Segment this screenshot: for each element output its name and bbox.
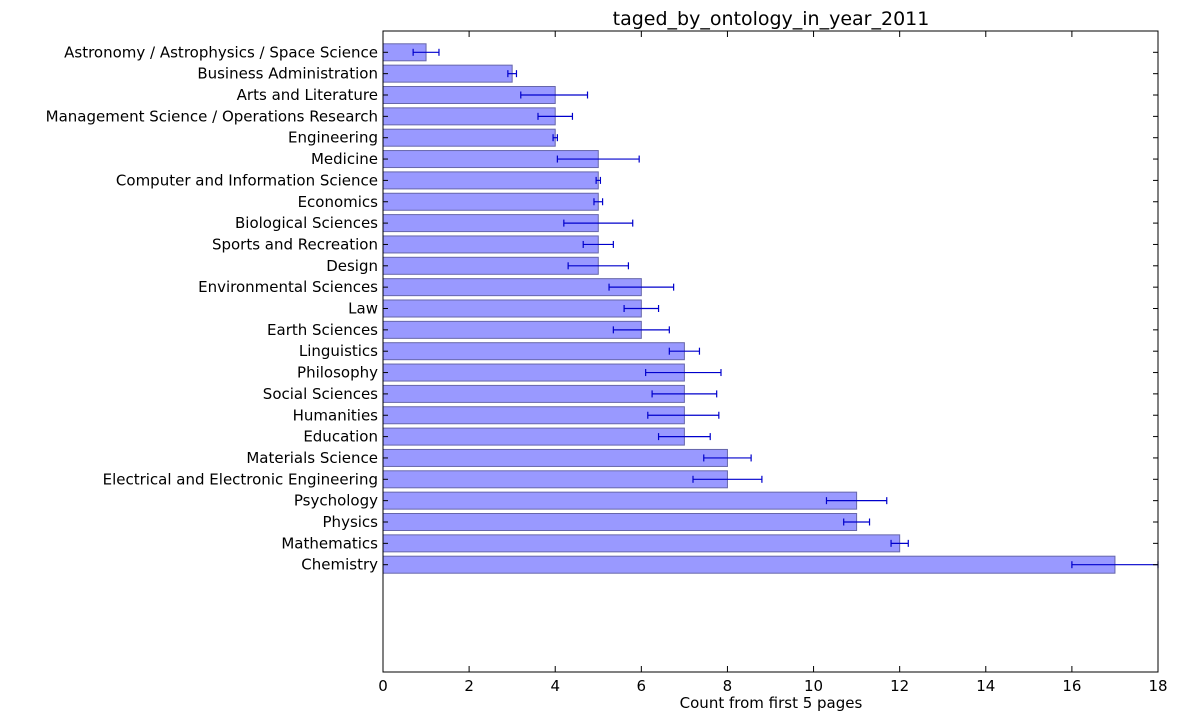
category-label: Biological Sciences bbox=[235, 214, 378, 232]
error-bar bbox=[703, 454, 752, 462]
bar bbox=[382, 107, 556, 126]
error-bar bbox=[692, 475, 763, 483]
category-label: Mathematics bbox=[281, 534, 378, 552]
bar bbox=[382, 491, 858, 510]
bar bbox=[382, 513, 858, 531]
bar bbox=[382, 342, 685, 361]
bar bbox=[382, 278, 642, 297]
error-bar bbox=[647, 411, 720, 419]
category-label: Earth Sciences bbox=[267, 321, 378, 339]
error-bar bbox=[582, 240, 614, 248]
category-label: Management Science / Operations Research bbox=[46, 107, 378, 125]
error-bar bbox=[552, 134, 558, 142]
category-label: Chemistry bbox=[301, 556, 378, 574]
x-tick-label: 4 bbox=[550, 677, 560, 695]
x-tick-label: 16 bbox=[1062, 677, 1081, 695]
error-bar bbox=[612, 326, 670, 334]
category-label: Physics bbox=[323, 513, 379, 531]
bar bbox=[382, 534, 901, 553]
error-bar bbox=[537, 112, 574, 120]
error-bar bbox=[556, 155, 640, 163]
bar bbox=[382, 555, 1116, 574]
category-label: Philosophy bbox=[297, 364, 378, 382]
x-tick-label: 12 bbox=[890, 677, 909, 695]
error-bars-layer bbox=[412, 48, 1159, 569]
error-bar bbox=[843, 518, 871, 526]
category-label: Business Administration bbox=[197, 65, 378, 83]
category-label: Education bbox=[303, 428, 378, 446]
bar bbox=[382, 171, 599, 190]
bar bbox=[382, 320, 642, 339]
error-bar bbox=[890, 539, 909, 547]
bar bbox=[382, 427, 685, 446]
category-label: Medicine bbox=[311, 150, 378, 168]
category-label: Humanities bbox=[293, 406, 379, 424]
bar bbox=[382, 470, 728, 489]
bar bbox=[382, 363, 685, 382]
bar bbox=[382, 384, 685, 403]
bar bbox=[382, 406, 685, 425]
category-label: Psychology bbox=[294, 492, 378, 510]
error-bar bbox=[507, 70, 518, 78]
x-tick-labels-layer: 0 2 4 6 8 10 12 14 16 18 bbox=[378, 677, 1167, 695]
error-bar bbox=[520, 91, 589, 99]
category-labels-layer: Astronomy / Astrophysics / Space Science… bbox=[46, 43, 379, 573]
error-bar bbox=[623, 305, 660, 312]
error-bar bbox=[563, 219, 634, 227]
category-label: Law bbox=[348, 300, 378, 318]
category-label: Linguistics bbox=[299, 342, 378, 360]
error-bar bbox=[595, 176, 602, 184]
category-label: Social Sciences bbox=[263, 385, 378, 403]
category-label: Materials Science bbox=[246, 449, 378, 467]
bar bbox=[382, 448, 728, 467]
x-tick-label: 0 bbox=[378, 677, 388, 695]
x-tick-label: 8 bbox=[723, 677, 733, 695]
bar bbox=[382, 128, 556, 147]
category-label: Astronomy / Astrophysics / Space Science bbox=[64, 43, 378, 61]
x-tick-label: 18 bbox=[1148, 677, 1167, 695]
category-label: Electrical and Electronic Engineering bbox=[103, 470, 378, 488]
error-bar bbox=[593, 198, 604, 206]
x-tick-label: 6 bbox=[637, 677, 647, 695]
x-tick-label: 10 bbox=[804, 677, 823, 695]
error-bar bbox=[608, 283, 675, 291]
bar bbox=[382, 256, 599, 275]
category-label: Computer and Information Science bbox=[116, 171, 378, 189]
error-bar bbox=[412, 48, 440, 56]
category-label: Design bbox=[326, 257, 378, 275]
bars-layer bbox=[382, 43, 1116, 574]
category-label: Environmental Sciences bbox=[198, 278, 378, 296]
error-bar bbox=[567, 262, 630, 270]
bar bbox=[382, 235, 599, 254]
category-label: Economics bbox=[298, 193, 379, 211]
bar bbox=[382, 192, 599, 211]
plot-frame bbox=[382, 30, 1159, 673]
error-bar bbox=[668, 347, 701, 355]
x-tick-label: 2 bbox=[464, 677, 474, 695]
x-tick-label: 14 bbox=[976, 677, 995, 695]
bar bbox=[382, 299, 642, 318]
category-label: Engineering bbox=[288, 129, 378, 147]
error-bar bbox=[657, 433, 711, 441]
category-label: Sports and Recreation bbox=[212, 235, 378, 253]
error-bar bbox=[825, 497, 888, 505]
error-bar bbox=[645, 369, 722, 377]
category-label: Arts and Literature bbox=[237, 86, 378, 104]
x-axis-title: Count from first 5 pages bbox=[680, 694, 863, 712]
bar bbox=[382, 64, 513, 83]
error-bar bbox=[651, 390, 718, 398]
chart-title: taged_by_ontology_in_year_2011 bbox=[613, 8, 930, 30]
